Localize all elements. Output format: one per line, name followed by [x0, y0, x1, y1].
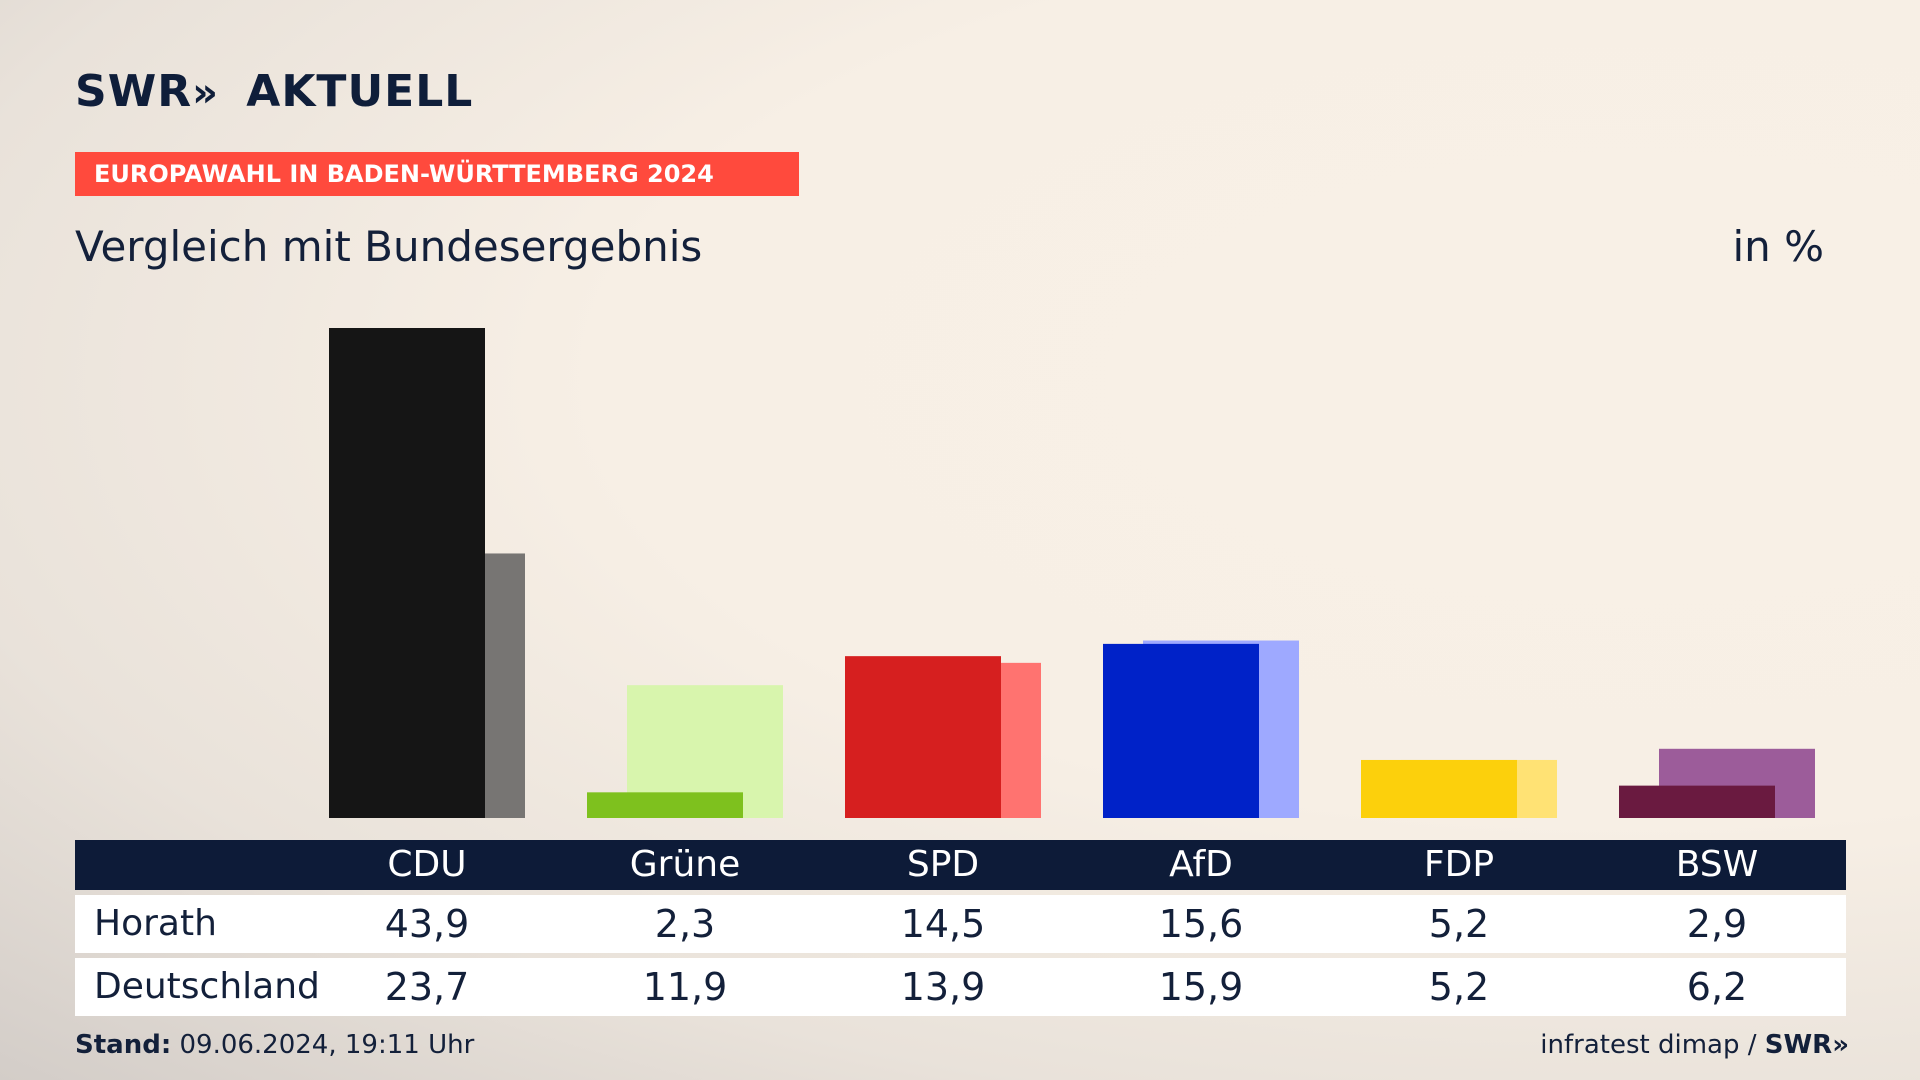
row-label-deutschland: Deutschland	[94, 966, 320, 1007]
bar-horath	[329, 328, 485, 818]
logo-suffix: AKTUELL	[246, 66, 474, 117]
stand-value: 09.06.2024, 19:11 Uhr	[179, 1030, 475, 1060]
bar-horath	[845, 656, 1001, 818]
bar-horath	[1103, 643, 1259, 818]
table-cell: 15,6	[1158, 902, 1244, 946]
unit-label: in %	[1732, 222, 1824, 271]
table-row: Deutschland 23,7 11,9 13,9 15,9 5,2 6,2	[75, 958, 1846, 1016]
bar-horath	[1619, 785, 1775, 818]
source-credit: infratest dimap / SWR»	[1540, 1030, 1849, 1060]
table-cell: 14,5	[900, 902, 986, 946]
timestamp: Stand: 09.06.2024, 19:11 Uhr	[75, 1030, 474, 1060]
table-cell: 15,9	[1158, 965, 1244, 1009]
logo-text: SWR	[75, 66, 193, 117]
table-cell: 5,2	[1428, 965, 1490, 1009]
column-header: BSW	[1675, 844, 1759, 885]
table-cell: 6,2	[1686, 965, 1748, 1009]
table-cell: 2,3	[654, 902, 716, 946]
row-label-horath: Horath	[94, 903, 217, 944]
bar-horath	[587, 792, 743, 818]
election-banner: EUROPAWAHL IN BADEN-WÜRTTEMBERG 2024	[75, 152, 799, 196]
table-cell: 5,2	[1428, 902, 1490, 946]
table-cell: 2,9	[1686, 902, 1748, 946]
column-header: SPD	[906, 844, 980, 885]
column-header: AfD	[1169, 844, 1233, 885]
source-arrows-icon: »	[1832, 1030, 1849, 1060]
column-header: FDP	[1423, 844, 1495, 885]
column-header: Grüne	[629, 844, 741, 885]
table-header-row: CDU Grüne SPD AfD FDP BSW	[75, 840, 1846, 890]
chart-subtitle: Vergleich mit Bundesergebnis	[75, 222, 703, 271]
bar-horath	[1361, 759, 1517, 818]
column-header: CDU	[387, 844, 467, 885]
table-cell: 23,7	[384, 965, 470, 1009]
table-cell: 11,9	[642, 965, 728, 1009]
source-text: infratest dimap /	[1540, 1030, 1757, 1060]
table-cell: 13,9	[900, 965, 986, 1009]
table-cell: 43,9	[384, 902, 470, 946]
swr-aktuell-logo: SWR» AKTUELL	[75, 66, 473, 117]
source-brand: SWR	[1764, 1030, 1833, 1060]
stand-label: Stand:	[75, 1030, 172, 1060]
table-row: Horath 43,9 2,3 14,5 15,6 5,2 2,9	[75, 895, 1846, 953]
results-table: CDU Grüne SPD AfD FDP BSW Horath 43,9 2,3 14,5 1…	[75, 840, 1846, 1016]
